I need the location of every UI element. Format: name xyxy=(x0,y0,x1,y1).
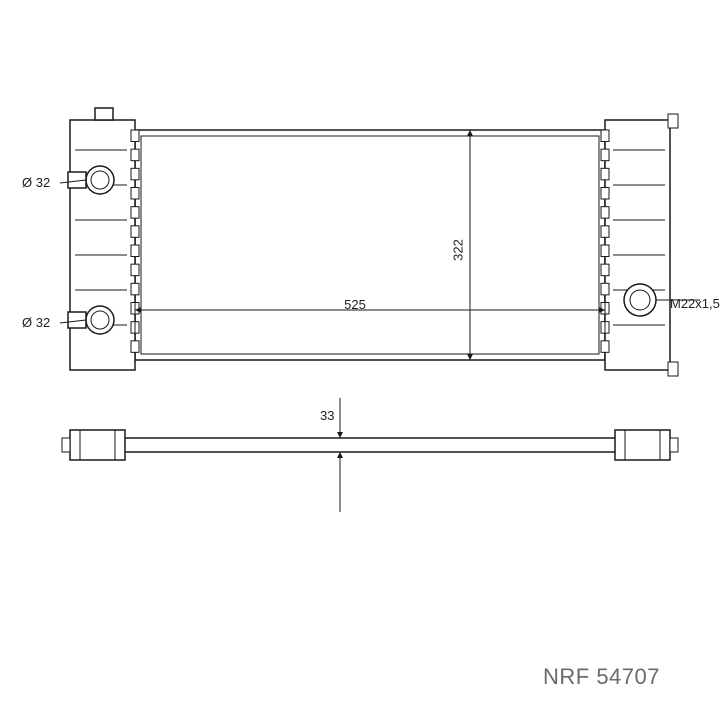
thickness-dim-label: 33 xyxy=(320,408,334,423)
inlet-dia-label: Ø 32 xyxy=(22,175,50,190)
footer-label: NRF 54707 xyxy=(543,664,660,690)
technical-drawing xyxy=(0,0,720,720)
outlet-dia-label: Ø 32 xyxy=(22,315,50,330)
manufacturer-label: NRF xyxy=(543,664,590,689)
part-number-label: 54707 xyxy=(596,664,660,689)
width-dim-label: 525 xyxy=(344,297,366,312)
height-dim-label: 322 xyxy=(451,239,466,261)
sensor-thread-label: M22x1,5 xyxy=(670,296,720,311)
